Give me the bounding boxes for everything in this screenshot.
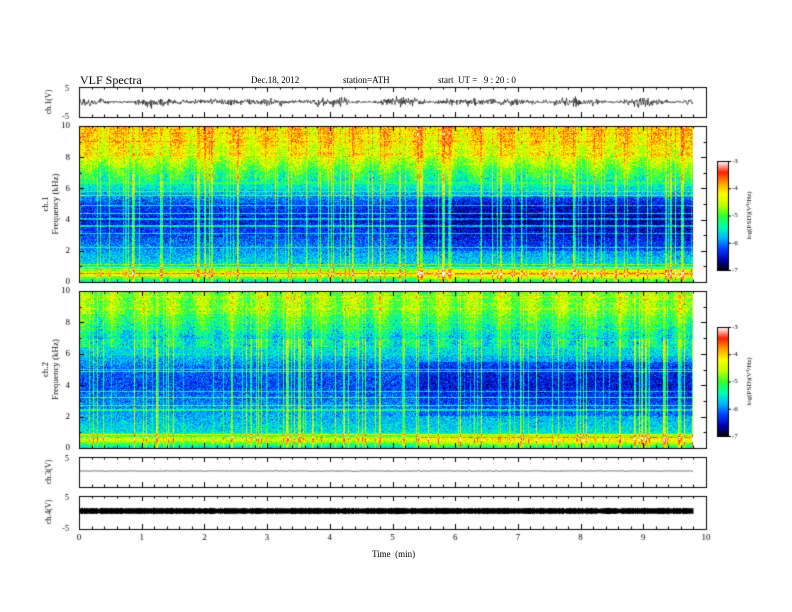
station-label: station=ATH [343,75,390,85]
figure-title: VLF Spectra [80,73,142,87]
start-ut-label: start UT = 9 : 20 : 0 [438,75,516,85]
date-label: Dec.18, 2012 [251,75,300,85]
x-axis-title: Time (min) [372,549,416,559]
